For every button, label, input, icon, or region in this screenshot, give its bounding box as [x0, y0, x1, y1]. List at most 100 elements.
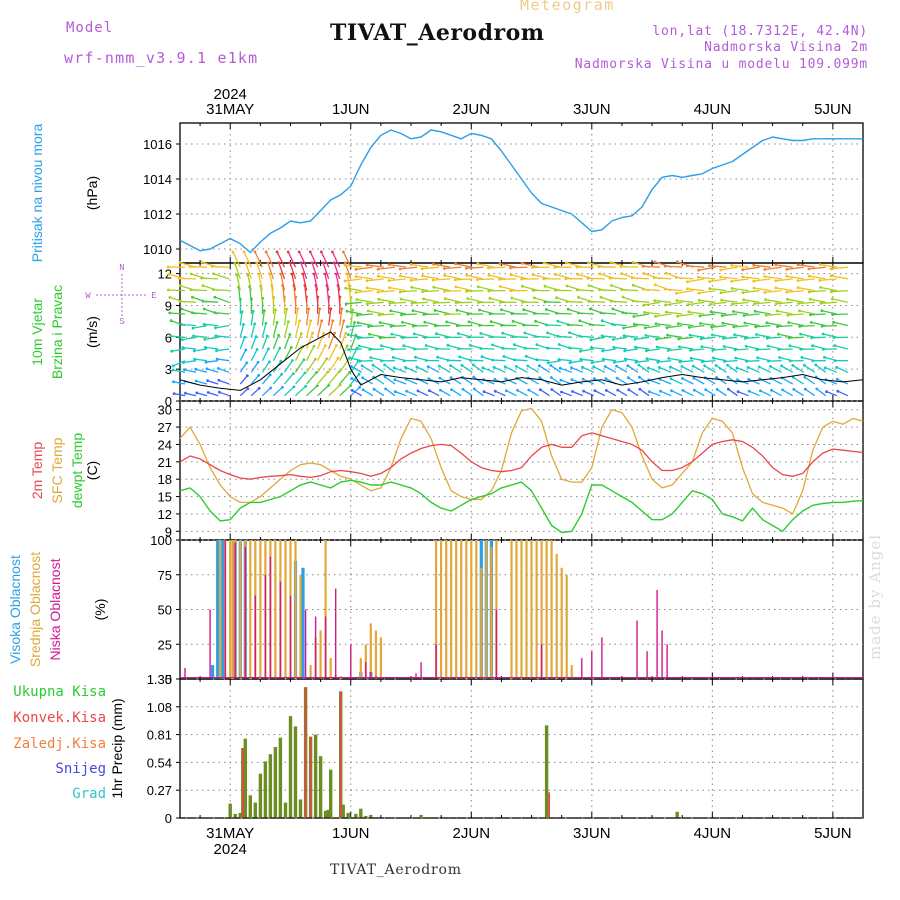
- wind-arrow-head: [188, 265, 192, 269]
- wind-arrow-head: [245, 374, 249, 378]
- wind-arrow-head: [722, 345, 726, 348]
- wind-arrow: [434, 301, 451, 304]
- wind-arrow-head: [509, 289, 513, 293]
- wind-arrow-head: [759, 389, 762, 393]
- wind-arrow-head: [526, 364, 530, 368]
- wind-arrow: [267, 262, 275, 280]
- wind-arrow-head: [576, 272, 579, 276]
- wind-arrow-head: [356, 321, 360, 325]
- wind-arrow: [317, 384, 330, 397]
- wind-arrow: [590, 323, 605, 327]
- wind-arrow: [643, 301, 661, 306]
- wind-arrow-head: [803, 375, 807, 379]
- y-tick-label-temperature: 18: [158, 472, 172, 487]
- wind-arrow-head: [343, 279, 347, 283]
- wind-arrow: [204, 336, 219, 341]
- wind-arrow-head: [774, 286, 778, 290]
- wind-arrow: [470, 359, 484, 362]
- wind-arrow-head: [331, 319, 335, 323]
- wind-arrow-head: [620, 288, 623, 291]
- wind-arrow: [362, 389, 374, 397]
- cloud-bar: [329, 658, 332, 679]
- wind-arrow: [566, 262, 583, 268]
- wind-arrow: [455, 286, 473, 292]
- wind-arrow-head: [279, 359, 283, 363]
- wind-arrow-head: [799, 347, 803, 351]
- wind-arrow-head: [461, 387, 465, 391]
- wind-arrow-head: [479, 347, 483, 350]
- wind-arrow-head: [692, 388, 696, 392]
- wind-arrow: [502, 347, 517, 350]
- wind-arrow-head: [233, 262, 237, 265]
- wind-arrow: [654, 300, 672, 303]
- wind-arrow-head: [791, 376, 795, 379]
- wind-arrow: [201, 277, 219, 280]
- wind-arrow: [378, 266, 395, 270]
- wind-arrow-head: [753, 302, 756, 306]
- wind-arrow: [305, 308, 310, 326]
- wind-arrow-head: [424, 359, 428, 362]
- precip-bar: [419, 814, 423, 818]
- wind-arrow-head: [615, 364, 618, 368]
- precip-bar: [318, 756, 323, 818]
- wind-arrow-head: [346, 333, 350, 336]
- wind-arrow: [712, 334, 727, 338]
- wind-arrow: [357, 313, 373, 316]
- wind-arrow: [411, 278, 429, 281]
- y-tick-label-temperature: 12: [158, 507, 172, 522]
- wind-arrow: [466, 274, 484, 280]
- wind-arrow: [483, 390, 495, 397]
- wind-arrow-head: [338, 383, 342, 387]
- wind-arrow-head: [402, 359, 406, 363]
- wind-arrow: [753, 287, 771, 292]
- wind-arrow-head: [531, 273, 535, 276]
- wind-arrow: [705, 389, 716, 397]
- wind-arrow-head: [807, 274, 811, 278]
- wind-arrows: [166, 250, 849, 397]
- wind-arrow-head: [476, 262, 480, 266]
- cloud-bar: [324, 616, 327, 679]
- wind-arrow: [377, 289, 395, 293]
- wind-arrow-head: [769, 365, 772, 368]
- wind-arrow-head: [358, 344, 361, 348]
- wind-arrow: [239, 362, 248, 373]
- x-label-bottom: 1JUN: [332, 825, 370, 842]
- wind-arrow-head: [546, 361, 550, 365]
- wind-arrow: [316, 320, 323, 338]
- wind-arrow: [811, 336, 826, 339]
- wind-arrow: [699, 313, 716, 317]
- wind-arrow-head: [723, 360, 726, 363]
- wind-arrow-head: [467, 335, 471, 339]
- wind-arrow-head: [487, 289, 491, 293]
- wind-arrow-head: [742, 314, 746, 317]
- wind-arrow: [245, 262, 252, 280]
- precip-bar: [323, 810, 328, 818]
- wind-arrow-head: [421, 290, 424, 293]
- wind-arrow-head: [376, 267, 380, 271]
- wind-arrow: [379, 321, 396, 327]
- wind-arrow: [298, 251, 308, 268]
- precip-bar: [326, 809, 330, 818]
- wind-arrow-head: [612, 346, 616, 349]
- wind-arrow: [355, 275, 373, 280]
- wind-arrow: [324, 273, 330, 291]
- wind-arrow: [536, 358, 550, 362]
- precip-bar: [346, 812, 350, 818]
- wind-arrow-head: [479, 332, 483, 335]
- wind-arrow: [634, 323, 650, 327]
- wind-arrow-head: [345, 272, 349, 276]
- wind-arrow-head: [575, 288, 579, 292]
- wind-arrow-head: [581, 365, 584, 369]
- wind-arrow: [792, 364, 805, 373]
- wind-arrow-head: [379, 344, 383, 348]
- wind-arrow: [205, 346, 219, 350]
- wind-arrow-head: [537, 364, 541, 368]
- wind-arrow: [439, 365, 451, 373]
- wind-arrow-head: [675, 260, 679, 264]
- wind-arrow: [781, 365, 794, 373]
- compass-s: S: [119, 317, 124, 327]
- wind-arrow: [724, 360, 738, 363]
- wind-arrow-head: [182, 361, 185, 364]
- wind-arrow: [611, 300, 628, 303]
- wind-arrow: [373, 376, 385, 385]
